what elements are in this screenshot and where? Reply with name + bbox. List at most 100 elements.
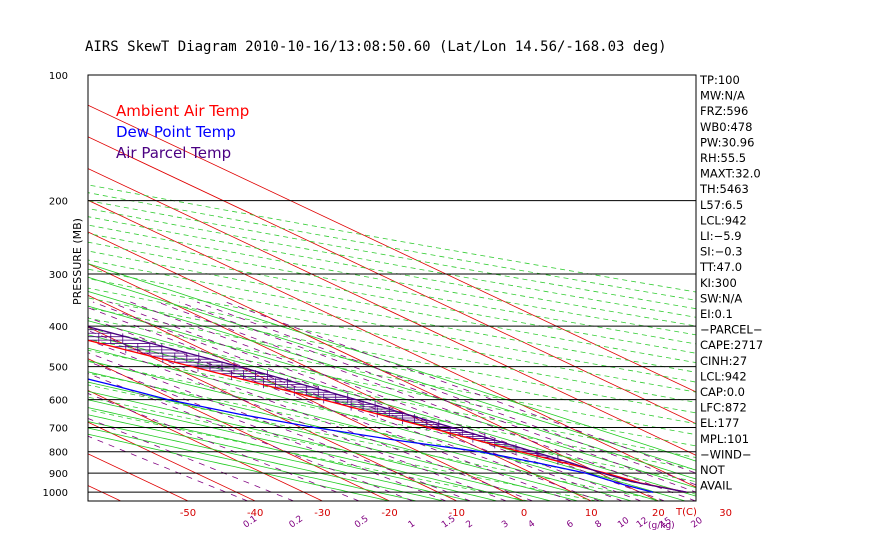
sounding-index: CAPE:2717 [700,338,763,352]
dry-adiabat-line [88,328,696,447]
mixing-ratio-tick-label: 1 [407,519,417,530]
sounding-index: LI:−5.9 [700,229,742,243]
sounding-index: LFC:872 [700,401,747,415]
dry-adiabat-line [88,338,696,458]
moist-adiabat-line [88,305,696,489]
sounding-index: CINH:27 [700,354,747,368]
plot-frame [87,74,697,502]
moist-adiabat-line [88,276,696,471]
sounding-index: MAXT:32.0 [700,167,761,181]
x-axis-unit-label: T(C) [675,507,697,518]
temp-tick-label-bottom: -10 [449,508,465,519]
mixing-ratio-tick-label: 2 [464,519,474,530]
sounding-index: PW:30.96 [700,135,754,149]
sounding-index: AVAIL [700,479,733,493]
moist-adiabat-line [88,381,578,501]
sounding-index: EI:0.1 [700,307,733,321]
moist-adiabat-line [88,371,605,501]
moist-adiabat-line [88,433,390,501]
isotherm-line [88,294,525,501]
temp-tick-label-bottom: 0 [521,508,527,519]
ambient-air-temp-line [88,339,687,493]
y-axis-label: PRESSURE (MB) [71,218,84,305]
temp-tick-label-bottom: -20 [381,508,397,519]
dry-adiabat-line [88,278,696,393]
isotherm-line [88,421,256,501]
sounding-index: WB0:478 [700,120,752,134]
temp-tick-label-bottom: 20 [652,508,665,519]
sounding-index: TP:100 [699,73,740,87]
sounding-index: L57:6.5 [700,198,743,212]
sounding-index: MPL:101 [700,432,749,446]
mixing-ratio-unit-label: (g/kg) [648,521,675,531]
sounding-index: FRZ:596 [700,104,748,118]
isotherm-line [88,358,390,501]
moist-adiabat-line [88,263,696,462]
mixing-ratio-line [92,301,623,501]
pressure-tick-label: 500 [49,363,68,374]
legend-entry: Ambient Air Temp [116,102,249,120]
sounding-index: TH:5463 [699,182,749,196]
mixing-ratio-tick-label: 4 [527,519,538,531]
isotherm-line [88,136,696,425]
moist-adiabat-line [88,399,525,501]
sounding-index: LCL:942 [700,213,747,227]
chart-title: AIRS SkewT Diagram 2010-10-16/13:08:50.6… [85,39,667,55]
isotherm-line [88,199,696,488]
grid-lines [88,104,696,501]
sounding-index: EL:177 [700,416,740,430]
temp-tick-label-bottom: 10 [585,508,598,519]
sounding-index: SW:N/A [700,291,742,305]
mixing-ratio-tick-label: 6 [565,519,576,531]
sounding-index: −PARCEL− [700,323,762,337]
legend: Ambient Air Temp Dew Point Temp Air Parcel… [116,102,249,162]
moist-adiabat-line [88,427,417,501]
pressure-tick-label: 900 [49,469,68,480]
sounding-index: −WIND− [700,447,752,461]
temp-tick-label-bottom: -30 [314,508,330,519]
sounding-index: NOT [700,463,726,477]
moist-adiabat-line [88,407,498,501]
pressure-tick-label: 200 [49,197,68,208]
legend-entry: Air Parcel Temp [116,144,231,162]
moist-adiabat-line [88,291,696,480]
pressure-tick-label: 100 [49,71,68,82]
sounding-index: RH:55.5 [700,151,746,165]
isotherm-line [88,389,323,501]
dry-adiabat-line [88,200,696,310]
sounding-index: LCL:942 [700,369,747,383]
profile-series [88,326,687,493]
sounding-index: SI:−0.3 [700,245,743,259]
isotherm-line [88,104,696,393]
cape-hatching [88,329,590,470]
moist-adiabat-line [88,360,632,501]
isotherm-line [88,326,457,501]
mixing-ratio-line [157,301,696,501]
moist-adiabat-line [88,390,552,501]
pressure-tick-label: 600 [49,396,68,407]
mixing-ratio-tick-label: 8 [594,519,605,531]
dry-adiabat-line [88,192,696,301]
dry-adiabat-line [88,297,696,414]
dry-adiabat-line [88,216,696,327]
legend-entry: Dew Point Temp [116,123,236,141]
sounding-index: CAP:0.0 [700,385,745,399]
sounding-index: TT:47.0 [699,260,742,274]
pressure-tick-label: 300 [49,270,68,281]
moist-adiabat-line [88,347,659,501]
temp-tick-label-bottom: -50 [180,508,196,519]
mixing-ratio-line [196,301,696,486]
dew-point-temp-line [88,378,654,493]
sounding-index: MW:N/A [700,89,745,103]
pressure-tick-label: 800 [49,448,68,459]
air-parcel-temp-line [88,326,687,493]
temp-tick-label-bottom: 30 [719,508,732,519]
mixing-ratio-line [178,301,696,493]
mixing-ratio-tick-label: 3 [500,519,510,530]
sounding-index: KI:300 [700,276,737,290]
isotherm-line [88,168,696,456]
mixing-ratio-line [109,301,642,501]
